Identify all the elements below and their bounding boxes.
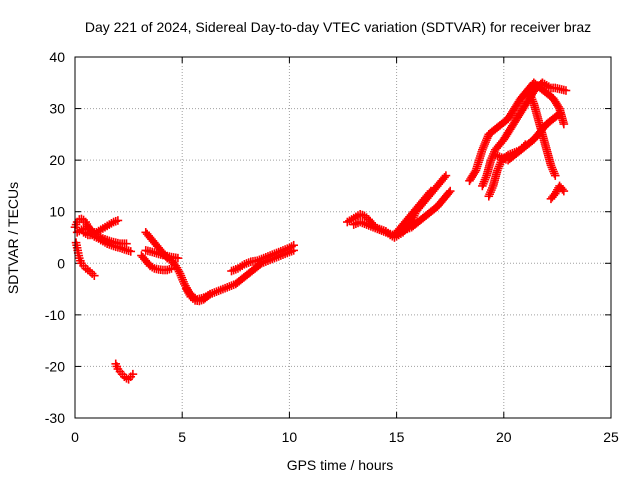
x-tick-label: 25 [603,429,619,445]
y-tick-label: 0 [57,255,65,271]
data-point [126,247,136,256]
x-tick-label: 0 [71,429,79,445]
y-tick-label: 30 [49,101,65,117]
axis-ticks: 0 5 10 15 20 25 -30 -20 -10 0 10 20 30 40 [45,49,619,445]
grid-lines [75,57,611,418]
x-axis-label: GPS time / hours [287,457,394,473]
data-point [445,186,455,196]
data-point [441,171,451,180]
plot-frame [74,56,612,419]
data-point [426,186,436,196]
y-tick-label: 10 [49,204,65,220]
x-tick-label: 15 [389,429,405,445]
data-point [555,109,564,119]
data-point [89,271,99,280]
data-point [550,171,560,180]
y-axis-label: SDTVAR / TECUs [5,182,21,294]
data-point [559,186,569,196]
data-point [173,253,183,263]
y-tick-label: -20 [45,358,65,374]
x-tick-label: 20 [496,429,512,445]
data-point [559,119,569,129]
data-point [128,369,138,379]
data-point [122,239,131,248]
x-tick-label: 5 [178,429,186,445]
y-tick-label: -30 [45,410,65,426]
data-point [520,140,530,149]
data-point [113,216,123,225]
y-tick-label: 20 [49,152,65,168]
y-tick-label: -10 [45,307,65,323]
data-points [70,78,571,384]
chart-title: Day 221 of 2024, Sidereal Day-to-day VTE… [85,19,591,35]
x-tick-label: 10 [282,429,298,445]
data-point [289,240,298,250]
y-tick-label: 40 [49,49,65,65]
data-point [167,264,176,273]
data-point [561,86,571,95]
